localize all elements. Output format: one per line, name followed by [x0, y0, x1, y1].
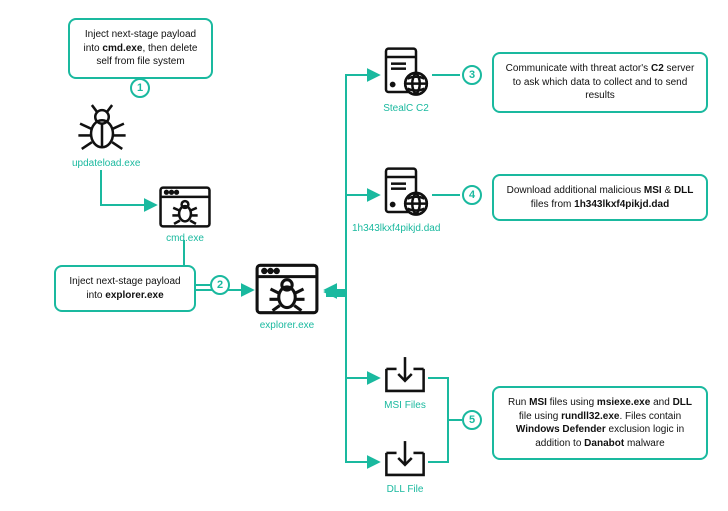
c4-amp: & — [662, 185, 674, 196]
c5-b5: Windows Defender — [516, 424, 606, 435]
cmd-label: cmd.exe — [156, 233, 214, 244]
c5-b6: Danabot — [584, 438, 624, 449]
step-2-badge: 2 — [210, 275, 230, 295]
step-4-badge: 4 — [462, 185, 482, 205]
step-5-badge: 5 — [462, 410, 482, 430]
server-globe-icon — [378, 165, 434, 219]
node-domain: 1h343lkxf4pikjd.dad — [378, 165, 434, 234]
updateload-label: updateload.exe — [72, 158, 132, 169]
c3-pre: Communicate with threat actor's — [506, 63, 651, 74]
c5-b1: MSI — [529, 397, 547, 408]
node-stealc: StealC C2 — [378, 45, 434, 114]
c5-pre: Run — [508, 397, 529, 408]
c4-b3: 1h343lkxf4pikjd.dad — [574, 199, 669, 210]
c4-b1: MSI — [644, 185, 662, 196]
c5-t2: and — [650, 397, 672, 408]
c5-b2: msiexe.exe — [597, 397, 650, 408]
c5-t3: file using — [519, 411, 561, 422]
c2-b1: explorer.exe — [105, 290, 163, 301]
c4-pre: Download additional malicious — [507, 185, 644, 196]
step-2-num: 2 — [217, 279, 223, 291]
step-1-num: 1 — [137, 82, 143, 94]
c5-b4: rundll32.exe — [561, 411, 619, 422]
c4-mid: files from — [531, 199, 574, 210]
msi-label: MSI Files — [378, 400, 432, 411]
callout-2: Inject next-stage payload into explorer.… — [54, 265, 196, 312]
step-3-num: 3 — [469, 69, 475, 81]
bug-icon — [72, 100, 132, 154]
callout-4: Download additional malicious MSI & DLL … — [492, 174, 708, 221]
c3-b1: C2 — [651, 63, 664, 74]
callout-5: Run MSI files using msiexe.exe and DLL f… — [492, 386, 708, 460]
c1-b1: cmd.exe — [102, 43, 142, 54]
step-5-num: 5 — [469, 414, 475, 426]
domain-label: 1h343lkxf4pikjd.dad — [352, 223, 434, 234]
callout-1: Inject next-stage payload into cmd.exe, … — [68, 18, 213, 79]
download-box-icon — [378, 352, 432, 396]
window-bug-icon — [252, 262, 322, 316]
node-cmd: cmd.exe — [156, 185, 214, 244]
node-dll: DLL File — [378, 436, 432, 495]
c5-t1: files using — [547, 397, 597, 408]
node-explorer: explorer.exe — [252, 262, 322, 331]
server-globe-icon — [378, 45, 434, 99]
explorer-label: explorer.exe — [252, 320, 322, 331]
c5-t6: malware — [624, 438, 665, 449]
step-1-badge: 1 — [130, 78, 150, 98]
step-3-badge: 3 — [462, 65, 482, 85]
node-msi: MSI Files — [378, 352, 432, 411]
download-box-icon — [378, 436, 432, 480]
dll-label: DLL File — [378, 484, 432, 495]
callout-3: Communicate with threat actor's C2 serve… — [492, 52, 708, 113]
step-4-num: 4 — [469, 189, 475, 201]
stealc-label: StealC C2 — [378, 103, 434, 114]
window-bug-icon — [156, 185, 214, 229]
c5-b3: DLL — [673, 397, 692, 408]
c5-t4: . Files contain — [619, 411, 681, 422]
c4-b2: DLL — [674, 185, 693, 196]
node-updateload: updateload.exe — [72, 100, 132, 169]
